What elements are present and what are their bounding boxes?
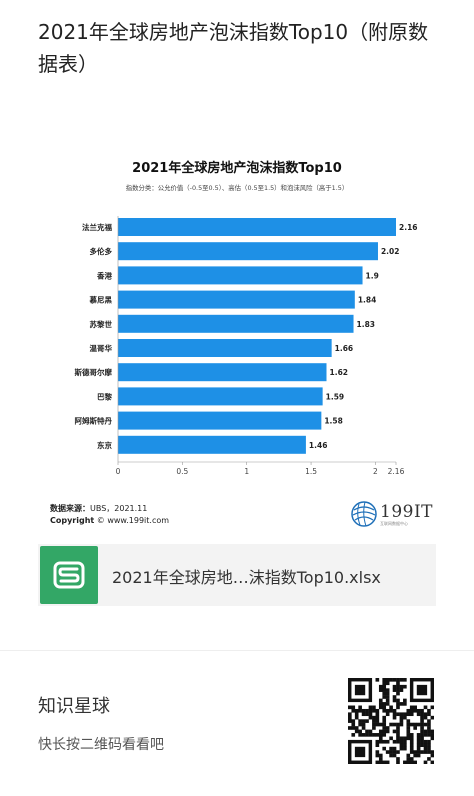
bar: [118, 218, 396, 236]
data-label: 1.62: [330, 368, 349, 377]
bar: [118, 387, 323, 406]
chart-copyright: Copyright © www.199it.com: [50, 516, 169, 525]
chart-title: 2021年全球房地产泡沫指数Top10: [132, 160, 342, 176]
bar: [118, 266, 363, 285]
x-tick-label: 1.5: [305, 467, 317, 476]
x-tick-label: 0: [116, 467, 121, 476]
data-label: 1.83: [357, 320, 376, 329]
file-attachment[interactable]: 2021年全球房地…沫指数Top10.xlsx: [38, 544, 436, 606]
planet-subtitle: 快长按二维码看看吧: [38, 737, 164, 753]
category-label: 东京: [97, 440, 112, 450]
bar: [118, 290, 355, 309]
source-label: 数据来源：: [50, 504, 90, 513]
x-tick-label: 2: [373, 467, 378, 476]
chart-container: 2021年全球房地产泡沫指数Top10 指数分类：公允价值（-0.5至0.5）、高…: [36, 140, 438, 535]
category-label: 慕尼黑: [90, 295, 113, 305]
bar: [118, 314, 354, 333]
file-name: 2021年全球房地…沫指数Top10.xlsx: [112, 568, 381, 587]
category-label: 巴黎: [97, 391, 112, 401]
logo-199it: 199IT 互联网数据中心: [350, 500, 440, 530]
data-label: 1.59: [326, 392, 345, 401]
x-tick-label: 1: [244, 467, 249, 476]
globe-logo-icon: [351, 501, 377, 527]
bar: [118, 363, 327, 382]
spreadsheet-s-icon: [40, 546, 98, 604]
spreadsheet-s-glyph: [53, 561, 85, 589]
logo-text: 199IT: [380, 502, 434, 522]
bar: [118, 242, 378, 261]
logo-subtext: 互联网数据中心: [380, 521, 408, 526]
data-label: 1.84: [358, 296, 377, 305]
copyright-label: Copyright: [50, 516, 95, 525]
chart-source: 数据来源：UBS，2021.11: [50, 503, 147, 514]
article-title: 2021年全球房地产泡沫指数Top10（附原数据表）: [38, 20, 429, 76]
chart-subtitle: 指数分类：公允价值（-0.5至0.5）、高估（0.5至1.5）和泡沫风险（高于1…: [126, 183, 348, 192]
x-tick-label: 2.16: [388, 467, 405, 476]
data-label: 1.9: [366, 271, 379, 280]
data-label: 1.46: [309, 441, 328, 450]
data-label: 2.02: [381, 247, 400, 256]
data-label: 1.66: [335, 344, 354, 353]
category-label: 苏黎世: [90, 319, 113, 329]
data-label: 2.16: [399, 223, 418, 232]
category-label: 多伦多: [90, 246, 113, 256]
qr-code-icon[interactable]: [348, 678, 434, 764]
bar: [118, 435, 306, 454]
source-value: UBS，2021.11: [90, 504, 148, 513]
bar: [118, 339, 332, 357]
category-label: 阿姆斯特丹: [75, 416, 113, 426]
copyright-value: © www.199it.com: [96, 516, 170, 525]
category-label: 斯德哥尔摩: [75, 367, 113, 377]
category-label: 香港: [96, 270, 112, 280]
planet-title: 知识星球: [38, 696, 110, 717]
category-label: 温哥华: [90, 343, 113, 353]
x-tick-label: 0.5: [176, 467, 188, 476]
data-label: 1.58: [324, 417, 343, 426]
bar-chart: 2021年全球房地产泡沫指数Top10 指数分类：公允价值（-0.5至0.5）、高…: [75, 160, 418, 476]
bar: [118, 411, 322, 430]
divider: [0, 650, 474, 651]
category-label: 法兰克福: [82, 222, 112, 232]
